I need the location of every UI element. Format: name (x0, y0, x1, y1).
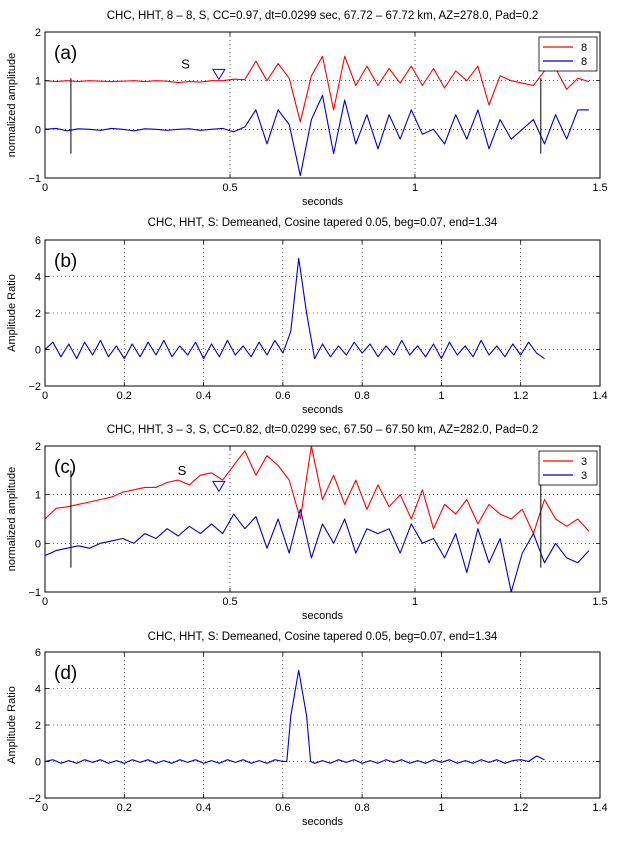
y-tick-label: −2 (28, 793, 41, 805)
x-tick-label: 0 (42, 182, 48, 194)
series-line-0-0 (44, 55, 590, 123)
panel-letter: (b) (54, 251, 77, 272)
x-tick-label: 0.4 (196, 390, 211, 402)
x-tick-label: 0.6 (275, 802, 290, 814)
legend-entry: 8 (581, 56, 587, 68)
series-line-2-0 (44, 445, 590, 535)
x-axis-label: seconds (302, 610, 343, 622)
x-axis-label: seconds (302, 816, 343, 828)
y-tick-label: −1 (28, 173, 41, 185)
legend-box (538, 36, 598, 72)
series-line-0-1 (44, 94, 589, 177)
legend-box (538, 450, 598, 486)
x-tick-label: 1 (438, 390, 444, 402)
y-tick-label: 0 (35, 538, 41, 550)
x-tick-label: 0.8 (354, 390, 369, 402)
x-tick-label: 0.5 (222, 182, 237, 194)
axes-frame (44, 31, 601, 179)
series-line-2-1 (44, 508, 590, 593)
x-tick-label: 0.4 (196, 802, 211, 814)
x-tick-label: 1.2 (513, 390, 528, 402)
y-tick-label: −1 (28, 587, 41, 599)
x-axis-label: seconds (302, 404, 343, 416)
panel-letter: (c) (54, 457, 76, 478)
chart-title: CHC, HHT, S: Demeaned, Cosine tapered 0.… (148, 631, 498, 643)
x-tick-label: 0.6 (275, 390, 290, 402)
chart-title: CHC, HHT, 3 – 3, S, CC=0.82, dt=0.0299 s… (107, 424, 539, 436)
y-tick-label: 2 (35, 308, 41, 320)
panel-letter: (a) (54, 43, 77, 64)
x-tick-label: 0.2 (117, 802, 132, 814)
y-tick-label: 6 (35, 235, 41, 247)
x-tick-label: 1 (412, 596, 418, 608)
series-line-1-0 (44, 257, 545, 360)
y-axis-label: normalized amplitude (6, 53, 18, 158)
phase-annotation: S (181, 57, 190, 72)
chart-title: CHC, HHT, 8 – 8, S, CC=0.97, dt=0.0299 s… (107, 10, 539, 22)
y-tick-label: 0 (35, 345, 41, 357)
y-tick-label: 0 (35, 757, 41, 769)
y-tick-label: 2 (35, 720, 41, 732)
x-tick-label: 1.4 (592, 390, 607, 402)
axes-frame (44, 445, 601, 593)
y-tick-label: 2 (35, 27, 41, 39)
y-tick-label: 1 (35, 490, 41, 502)
x-tick-label: 1.5 (592, 182, 607, 194)
x-tick-label: 1 (438, 802, 444, 814)
x-tick-label: 0.5 (222, 596, 237, 608)
legend-entry: 8 (581, 42, 587, 54)
x-tick-label: 0.2 (117, 390, 132, 402)
y-tick-label: 4 (35, 684, 41, 696)
panel-letter: (d) (54, 663, 77, 684)
y-tick-label: −2 (28, 381, 41, 393)
y-tick-label: 6 (35, 647, 41, 659)
y-tick-label: 4 (35, 272, 41, 284)
x-axis-label: seconds (302, 196, 343, 208)
x-tick-label: 1.4 (592, 802, 607, 814)
phase-annotation: S (178, 463, 187, 478)
y-tick-label: 1 (35, 76, 41, 88)
x-tick-label: 0 (42, 596, 48, 608)
legend-entry: 3 (581, 470, 587, 482)
plot-area (45, 32, 600, 178)
x-tick-label: 1 (412, 182, 418, 194)
plot-area (45, 446, 600, 592)
plot-area (45, 652, 600, 798)
series-line-3-0 (44, 669, 545, 764)
x-tick-label: 1.2 (513, 802, 528, 814)
x-tick-label: 0 (42, 390, 48, 402)
x-tick-label: 1.5 (592, 596, 607, 608)
pick-triangle-marker (212, 68, 226, 81)
y-tick-label: 0 (35, 124, 41, 136)
pick-triangle-marker (212, 480, 226, 493)
legend-entry: 3 (581, 456, 587, 468)
y-axis-label: Amplitude Ratio (6, 686, 18, 764)
x-tick-label: 0 (42, 802, 48, 814)
y-tick-label: 2 (35, 441, 41, 453)
x-tick-label: 0.8 (354, 802, 369, 814)
y-axis-label: Amplitude Ratio (6, 274, 18, 352)
chart-title: CHC, HHT, S: Demeaned, Cosine tapered 0.… (148, 217, 498, 229)
plot-area (45, 240, 600, 386)
y-axis-label: normalized amplitude (6, 467, 18, 572)
